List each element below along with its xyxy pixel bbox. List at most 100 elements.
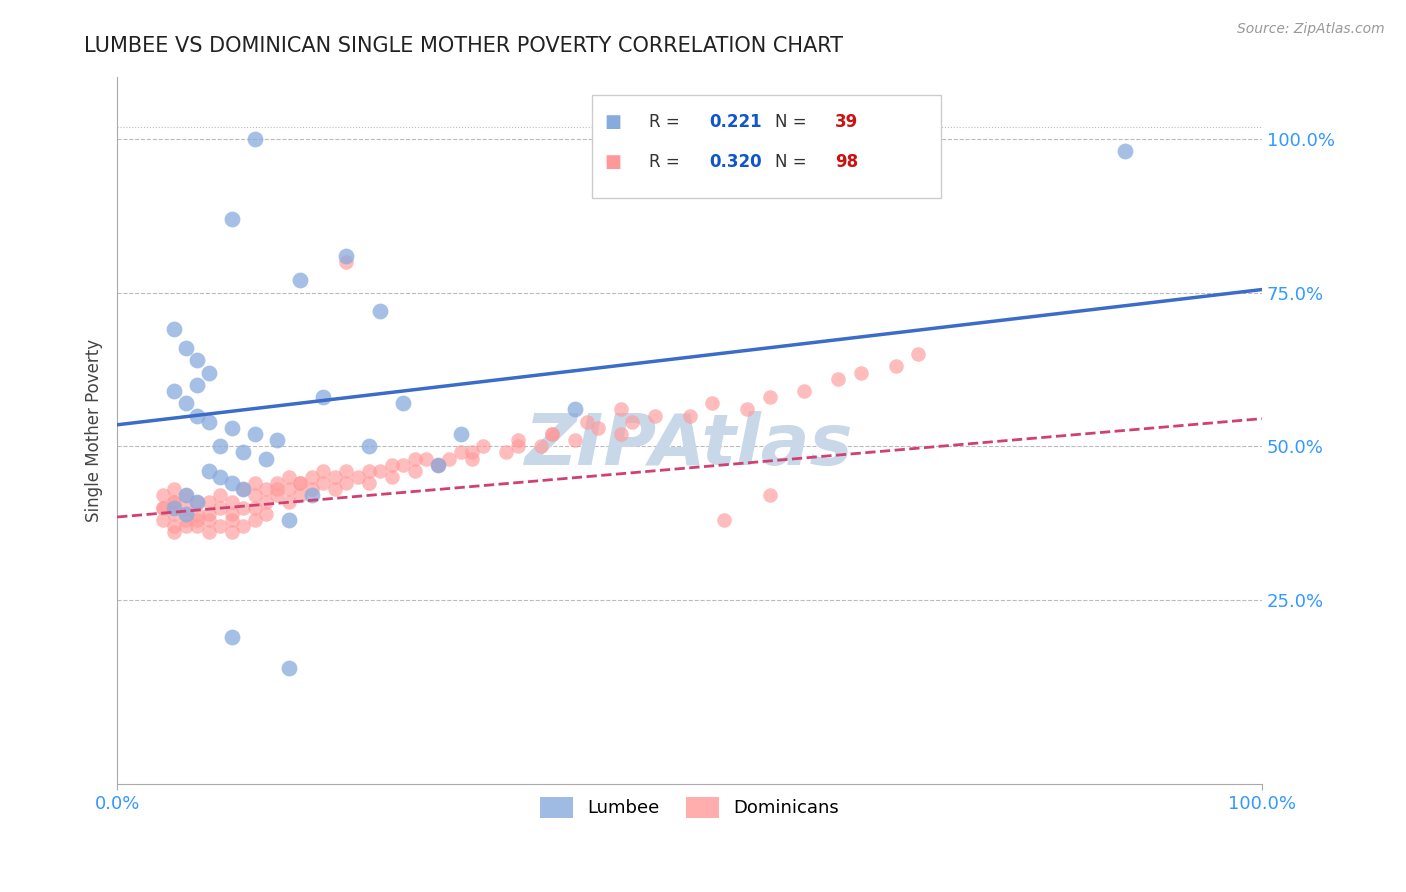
Point <box>290 273 312 287</box>
Point <box>335 476 357 491</box>
Point <box>163 519 186 533</box>
Point <box>541 427 564 442</box>
Point <box>163 494 186 508</box>
Point <box>392 458 415 472</box>
Point <box>209 519 232 533</box>
Point <box>243 488 266 502</box>
Point <box>323 483 346 497</box>
Point <box>644 409 666 423</box>
Text: ZIPAtlas: ZIPAtlas <box>526 410 853 480</box>
Point <box>221 630 243 644</box>
Point <box>290 476 312 491</box>
Point <box>197 507 219 521</box>
Point <box>254 494 277 508</box>
Point <box>221 494 243 508</box>
Point <box>323 470 346 484</box>
Point <box>301 488 323 502</box>
Point <box>152 513 174 527</box>
Point <box>186 513 208 527</box>
Point <box>197 464 219 478</box>
Point <box>758 390 780 404</box>
Point <box>197 513 219 527</box>
Point <box>312 464 335 478</box>
Point <box>266 433 288 447</box>
Point <box>461 451 484 466</box>
Point <box>197 415 219 429</box>
Point <box>186 377 208 392</box>
Point <box>152 500 174 515</box>
Point <box>243 132 266 146</box>
Point <box>197 525 219 540</box>
Point <box>163 483 186 497</box>
Point <box>290 488 312 502</box>
Point <box>174 513 197 527</box>
Point <box>1114 145 1136 159</box>
Text: 39: 39 <box>835 113 858 131</box>
Point <box>209 488 232 502</box>
Text: ■: ■ <box>605 113 621 131</box>
Point <box>254 451 277 466</box>
Point <box>357 439 380 453</box>
Point <box>197 366 219 380</box>
Point <box>221 421 243 435</box>
Point <box>335 255 357 269</box>
Point <box>174 507 197 521</box>
Point <box>437 451 460 466</box>
Y-axis label: Single Mother Poverty: Single Mother Poverty <box>86 339 103 523</box>
Point <box>586 421 609 435</box>
Point <box>678 409 700 423</box>
Point <box>426 458 449 472</box>
Point <box>232 500 254 515</box>
Point <box>277 513 299 527</box>
Point <box>186 409 208 423</box>
Point <box>381 458 404 472</box>
Point <box>346 470 368 484</box>
Point <box>163 525 186 540</box>
Point <box>357 464 380 478</box>
Point <box>541 427 564 442</box>
Point <box>221 507 243 521</box>
Point <box>851 366 873 380</box>
Point <box>221 513 243 527</box>
Point <box>370 304 392 318</box>
Point <box>793 384 815 398</box>
Point <box>884 359 907 374</box>
Point <box>506 433 529 447</box>
Point <box>163 507 186 521</box>
Point <box>426 458 449 472</box>
Point <box>461 445 484 459</box>
Point <box>702 396 724 410</box>
Text: ■: ■ <box>605 153 621 171</box>
Text: R =: R = <box>650 113 686 131</box>
Point <box>404 451 426 466</box>
Point <box>530 439 553 453</box>
Point <box>610 402 633 417</box>
Point <box>735 402 758 417</box>
Text: R =: R = <box>650 153 686 171</box>
Point <box>290 476 312 491</box>
Point <box>266 488 288 502</box>
Point <box>163 384 186 398</box>
Point <box>186 494 208 508</box>
Point <box>266 483 288 497</box>
Point <box>357 476 380 491</box>
Point <box>174 500 197 515</box>
Point <box>232 483 254 497</box>
Point <box>232 445 254 459</box>
Point <box>209 470 232 484</box>
Point <box>415 451 437 466</box>
Point <box>186 353 208 368</box>
Point <box>254 507 277 521</box>
Point <box>221 211 243 226</box>
Point <box>163 494 186 508</box>
Point <box>713 513 735 527</box>
Point <box>232 483 254 497</box>
Text: N =: N = <box>775 153 813 171</box>
Point <box>254 483 277 497</box>
Point <box>506 439 529 453</box>
Point <box>174 396 197 410</box>
Point <box>152 500 174 515</box>
Point <box>277 494 299 508</box>
Point <box>277 483 299 497</box>
Point <box>243 427 266 442</box>
